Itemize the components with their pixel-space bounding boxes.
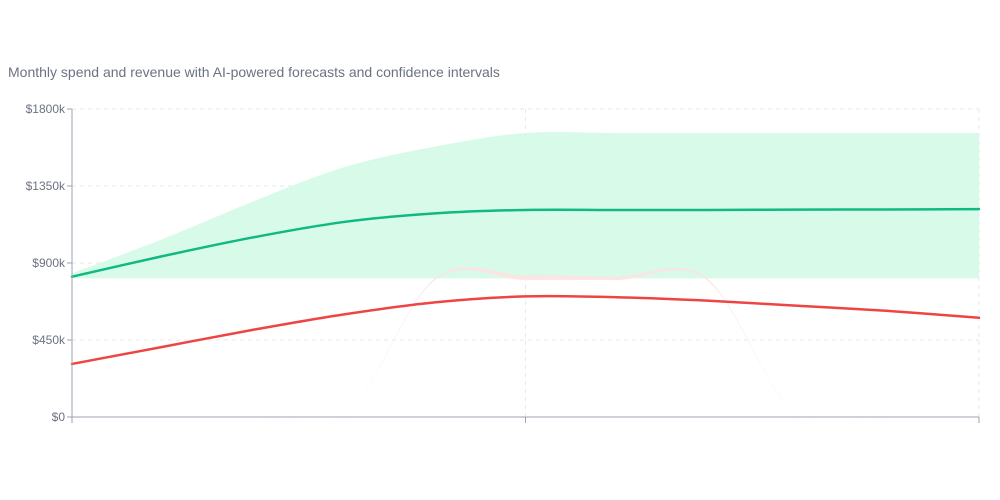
- y-tick-label: $450k: [32, 333, 66, 347]
- y-tick-label: $900k: [32, 256, 66, 270]
- y-tick-label: $1350k: [26, 179, 66, 193]
- chart-subtitle: Monthly spend and revenue with AI-powere…: [8, 64, 500, 80]
- spend-line: [70, 294, 981, 366]
- revenue-band-area: [72, 131, 979, 279]
- series-lines: [70, 207, 981, 366]
- y-tick-label: $0: [52, 410, 66, 424]
- spend-band-area: [72, 267, 979, 428]
- revenue-line: [70, 207, 981, 278]
- axes: $0 $450k $900k $1350k $1800k: [26, 102, 980, 424]
- confidence-bands: [72, 131, 979, 428]
- y-tick-label: $1800k: [26, 102, 66, 116]
